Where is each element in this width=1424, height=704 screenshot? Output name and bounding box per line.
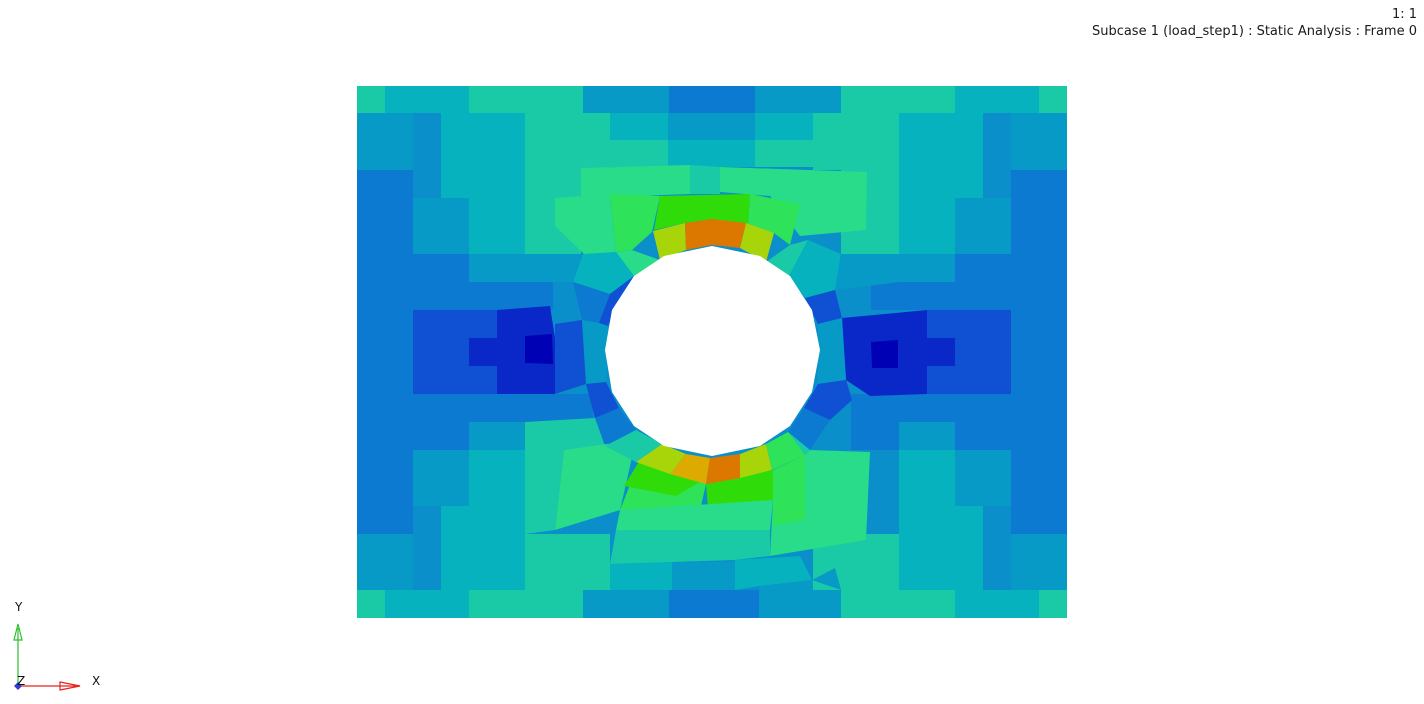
x-axis-label: X: [92, 674, 101, 688]
contour-band-bottom: [469, 418, 955, 618]
x-axis-arrow-icon: [18, 681, 81, 691]
contour-band-left: [357, 86, 593, 618]
z-axis-marker-icon: [14, 682, 22, 690]
y-axis-label: Y: [15, 600, 23, 614]
plate-hole: [605, 246, 820, 456]
zoom-readout: 1: 1: [1391, 7, 1417, 22]
contour-corners: [357, 86, 1067, 618]
axis-triad: Y X Z: [0, 590, 120, 700]
y-axis-arrow-icon: [13, 623, 23, 686]
z-axis-label: Z: [17, 674, 26, 688]
contour-band-top: [469, 86, 955, 298]
subcase-frame-label: Subcase 1 (load_step1) : Static Analysis…: [1091, 24, 1417, 39]
